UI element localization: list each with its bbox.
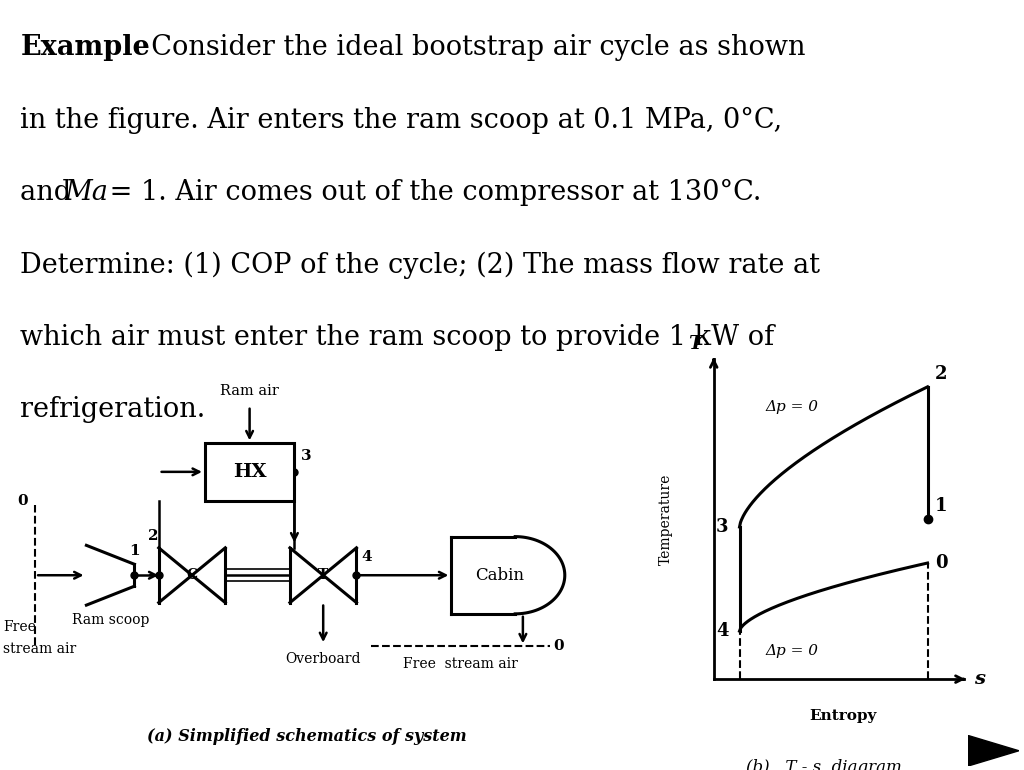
Text: 4: 4 xyxy=(361,551,373,564)
Text: 0: 0 xyxy=(17,494,28,508)
Text: Determine: (1) COP of the cycle; (2) The mass flow rate at: Determine: (1) COP of the cycle; (2) The… xyxy=(20,251,820,279)
Text: Free: Free xyxy=(3,620,36,634)
Text: Ram scoop: Ram scoop xyxy=(72,613,150,627)
Text: (b)   T - s  diagram: (b) T - s diagram xyxy=(746,759,902,770)
Text: HX: HX xyxy=(232,463,266,480)
Text: 3: 3 xyxy=(716,518,728,536)
Text: which air must enter the ram scoop to provide 1 kW of: which air must enter the ram scoop to pr… xyxy=(20,323,774,350)
Text: Δp = 0: Δp = 0 xyxy=(765,644,818,658)
Text: = 1. Air comes out of the compressor at 130°C.: = 1. Air comes out of the compressor at … xyxy=(101,179,762,206)
Text: T: T xyxy=(318,568,329,582)
Text: (a) Simplified schematics of system: (a) Simplified schematics of system xyxy=(147,728,467,745)
Text: 2: 2 xyxy=(148,529,159,543)
Text: s: s xyxy=(974,670,985,688)
Text: Temperature: Temperature xyxy=(658,474,673,564)
Bar xyxy=(205,444,295,501)
Text: Consider the ideal bootstrap air cycle as shown: Consider the ideal bootstrap air cycle a… xyxy=(133,34,805,61)
Text: C: C xyxy=(186,568,198,582)
Text: and: and xyxy=(20,179,80,206)
Text: Ram air: Ram air xyxy=(220,384,279,398)
Text: Example: Example xyxy=(20,34,151,61)
Polygon shape xyxy=(968,735,1019,766)
Text: refrigeration.: refrigeration. xyxy=(20,396,206,424)
Text: Cabin: Cabin xyxy=(475,567,523,584)
Text: 0: 0 xyxy=(554,639,564,653)
Text: T: T xyxy=(688,335,702,353)
Text: 1: 1 xyxy=(129,544,139,558)
Text: 1: 1 xyxy=(935,497,947,515)
Text: 2: 2 xyxy=(935,365,947,383)
Text: Overboard: Overboard xyxy=(286,652,360,667)
Text: 4: 4 xyxy=(716,622,728,640)
Text: Ma: Ma xyxy=(65,179,109,206)
Text: 0: 0 xyxy=(935,554,947,572)
Text: Free  stream air: Free stream air xyxy=(403,657,518,671)
Text: in the figure. Air enters the ram scoop at 0.1 MPa, 0°C,: in the figure. Air enters the ram scoop … xyxy=(20,106,782,133)
Text: Entropy: Entropy xyxy=(809,709,877,723)
Text: Δp = 0: Δp = 0 xyxy=(765,400,818,413)
Text: stream air: stream air xyxy=(3,642,77,657)
Text: 3: 3 xyxy=(301,449,311,463)
